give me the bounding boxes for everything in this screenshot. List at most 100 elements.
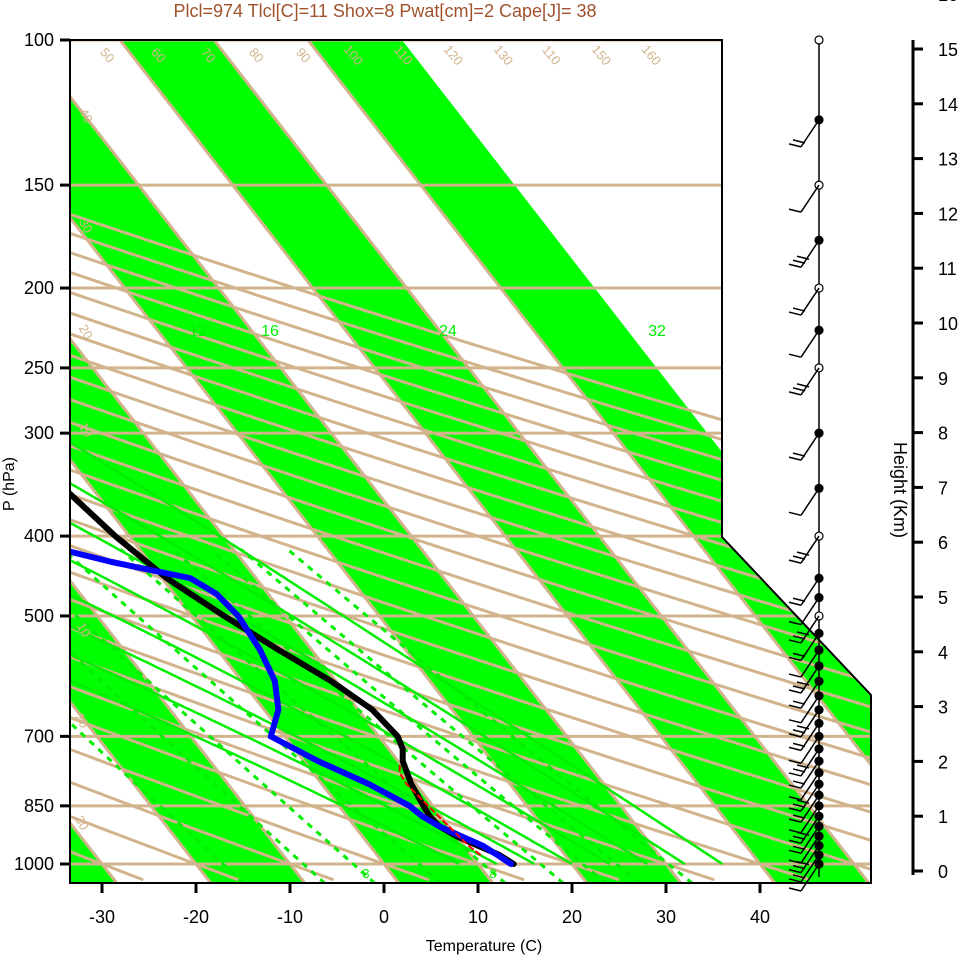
dry-adiabat (70, 40, 239, 882)
dry-adiabat (70, 40, 871, 882)
height-tick-label: 6 (938, 533, 948, 553)
dry-adiabat (70, 40, 335, 882)
wind-barb-feather (788, 391, 802, 396)
wind-barb-feather (788, 746, 802, 752)
wind-barb-feather (788, 143, 802, 148)
wind-barb-feather (796, 799, 810, 804)
moist-adiabat-label: 32 (648, 323, 666, 340)
wind-barb-feather (788, 829, 802, 834)
wind-barb-feather (792, 780, 806, 785)
y-tick-label: 100 (24, 30, 54, 50)
wind-barb-staff (800, 835, 820, 864)
wind-barb-feather (788, 772, 802, 777)
wind-barb-feather (788, 639, 802, 644)
dry-adiabat (70, 40, 871, 882)
x-tick-label: 20 (562, 907, 582, 927)
mixing-ratio-label: 8 (489, 866, 496, 881)
y-tick-label: 500 (24, 606, 54, 626)
mixing-ratio-line (119, 548, 507, 883)
height-tick-label: 7 (938, 478, 948, 498)
isotherm-line (70, 40, 213, 883)
dry-adiabat (70, 40, 871, 882)
dry-adiabat (70, 40, 871, 882)
mixing-ratio-line (171, 548, 565, 883)
wind-barb-feather (788, 868, 802, 874)
x-tick-label: 0 (379, 907, 389, 927)
mixing-ratio-line (239, 548, 641, 883)
wind-barb-feather (788, 719, 802, 724)
moist-adiabat-label: 12 (189, 323, 207, 340)
moist-adiabat (70, 336, 536, 866)
wind-barb-feather (788, 704, 802, 709)
wind-barb-feather (788, 849, 802, 855)
wind-barb-feather (788, 456, 802, 461)
dry-adiabat (70, 40, 620, 882)
wind-barb-feather (796, 383, 810, 388)
wind-barb-feather (788, 759, 802, 765)
wind-barb-feather (788, 656, 802, 662)
isotherm-label: 20 (76, 322, 96, 342)
wind-barb-feather (788, 601, 802, 606)
dry-adiabat (70, 40, 525, 882)
dry-adiabat (70, 40, 430, 882)
wind-barb-feather (792, 139, 806, 144)
x-tick-label: -10 (277, 907, 303, 927)
wind-barb-column (788, 35, 824, 892)
wind-barb-feather (792, 803, 806, 808)
wind-barb-feather (792, 742, 806, 748)
wind-barb-feather (792, 597, 806, 602)
height-tick-label: 1 (938, 807, 948, 827)
wind-barb-feather (792, 814, 806, 819)
wind-barb-feather (788, 839, 802, 844)
wind-barb-feather (788, 208, 802, 213)
wind-barb-feather (792, 874, 806, 879)
plot-border (69, 39, 872, 884)
height-tick-label: 8 (938, 424, 948, 444)
wind-barb-feather (792, 387, 806, 392)
dry-adiabat (70, 40, 871, 882)
y-tick-label: 1000 (14, 854, 54, 874)
moist-adiabat-label: 16 (261, 323, 279, 340)
mixing-ratio-line (286, 548, 694, 883)
wind-barb-feather (788, 673, 802, 678)
wind-point (814, 35, 824, 45)
x-axis-title: Temperature (C) (426, 938, 542, 955)
isotherm-label: 40 (76, 106, 96, 126)
wind-barb-feather (796, 551, 810, 556)
wind-barb-feather (792, 452, 806, 457)
moist-adiabat (70, 336, 498, 866)
moist-adiabat (70, 336, 611, 866)
wind-barb-feather (796, 764, 810, 769)
plot-area: 50 60 70 80 90 100 110 120 130 110 150 160302010010… (70, 40, 871, 883)
height-axis: 012345678910111213141516 (911, 0, 958, 882)
wind-barb-feather (792, 307, 806, 312)
y-tick-label: 250 (24, 358, 54, 378)
y-tick-label: 150 (24, 175, 54, 195)
wind-barb-feather (792, 729, 806, 734)
isotherm-label: 30 (72, 813, 92, 833)
y-axis: 100 150 200 250 300 400 500 700 850 1000 (14, 30, 70, 874)
wind-barb-feather (792, 700, 806, 705)
dry-adiabat (70, 40, 871, 882)
wind-barb-feather (788, 887, 802, 892)
wind-barb-feather (788, 511, 802, 517)
height-tick-label: 13 (938, 150, 958, 170)
isotherm-line (70, 40, 307, 883)
x-tick-label: 30 (656, 907, 676, 927)
wind-barb-staff (800, 805, 820, 834)
sounding-series (70, 54, 517, 867)
wind-barb-feather (792, 259, 806, 264)
wind-barb-feather (788, 263, 802, 268)
wind-barb-feather (792, 835, 806, 840)
wind-barb-feather (788, 311, 802, 316)
dry-adiabat (70, 40, 871, 882)
wind-barb-feather (796, 725, 810, 730)
x-tick-label: 10 (468, 907, 488, 927)
height-tick-label: 16 (938, 0, 958, 5)
y-tick-label: 850 (24, 796, 54, 816)
y-axis-title: P (hPa) (1, 457, 18, 511)
dry-adiabat (70, 40, 871, 882)
isotherm-line (118, 40, 777, 883)
dry-adiabat (70, 40, 871, 882)
